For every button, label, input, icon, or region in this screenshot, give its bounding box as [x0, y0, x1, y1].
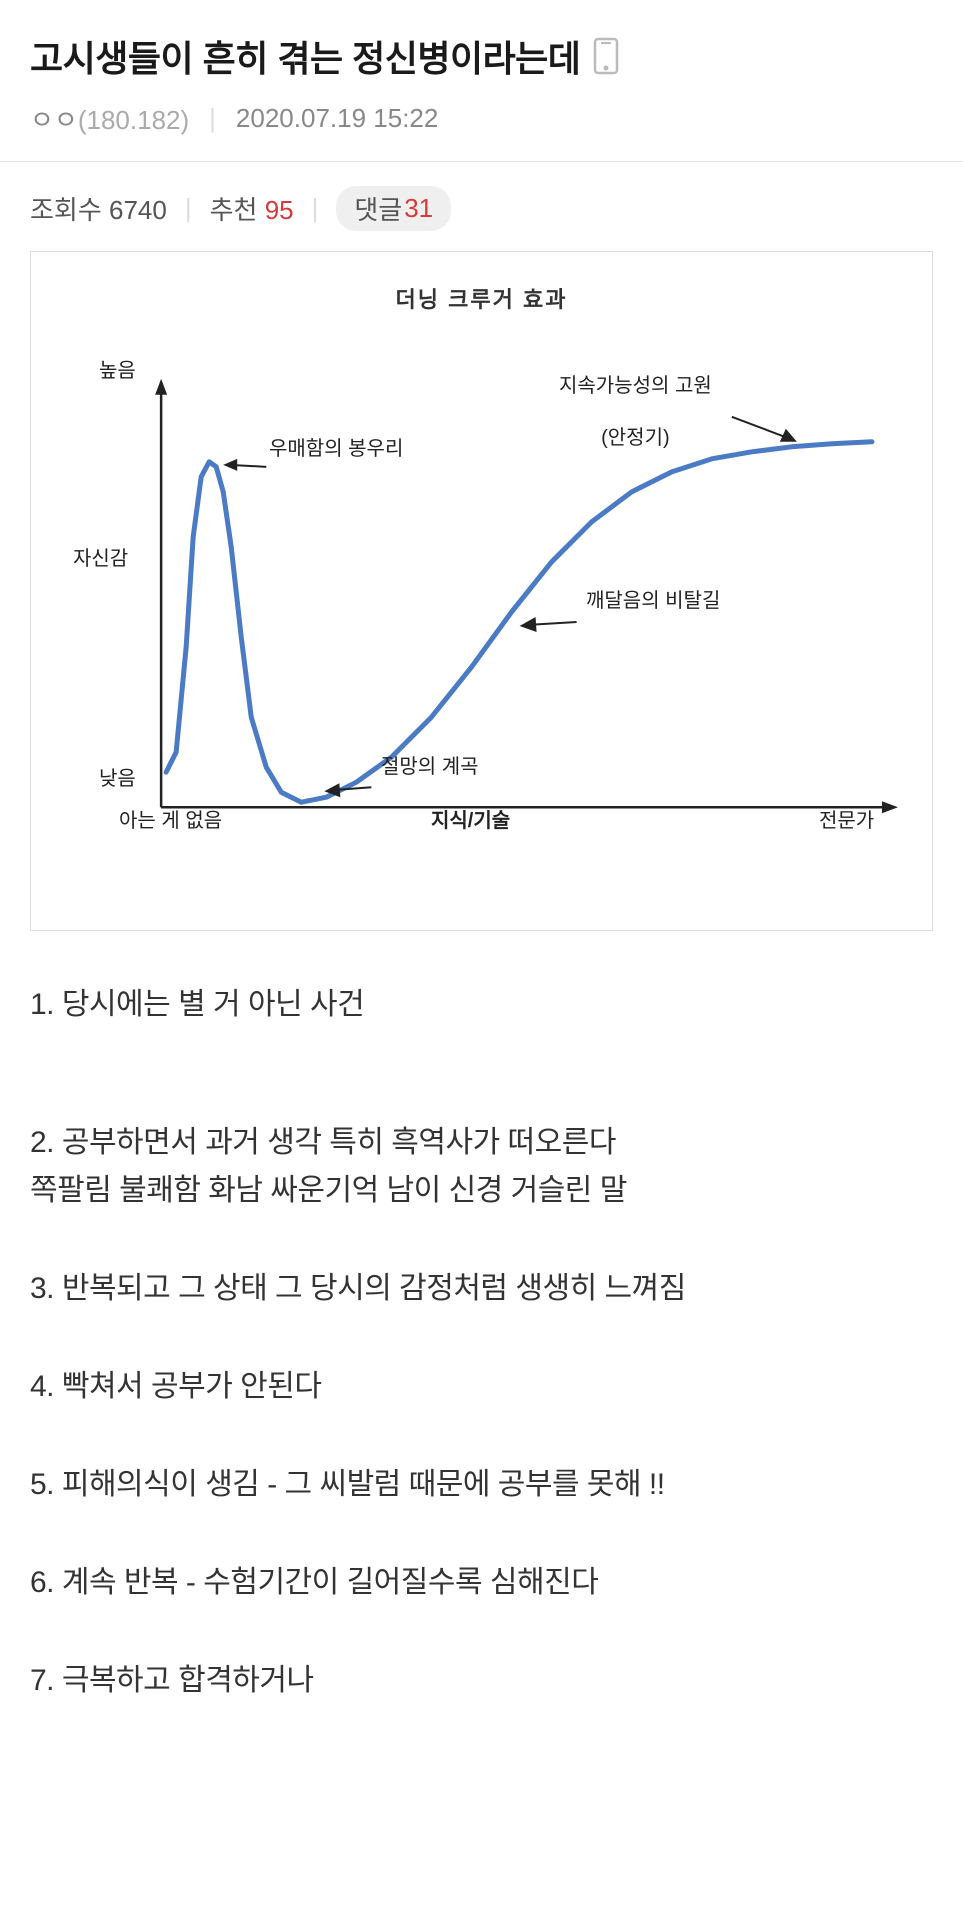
comment-badge[interactable]: 댓글31: [336, 186, 451, 231]
post-header: 고시생들이 흔히 겪는 정신병이라는데 ㅇㅇ(180.182) | 2020.0…: [0, 0, 963, 162]
separator: |: [185, 193, 192, 224]
body-line-6: 6. 계속 반복 - 수험기간이 길어질수록 심해진다: [30, 1559, 933, 1607]
title-row: 고시생들이 흔히 겪는 정신병이라는데: [30, 30, 933, 82]
peak-label: 우매함의 봉우리: [269, 432, 403, 461]
mobile-icon: [592, 37, 620, 75]
separator: |: [312, 193, 319, 224]
y-axis-low: 낮음: [99, 762, 136, 791]
x-axis-start: 아는 게 없음: [119, 804, 222, 833]
post-title: 고시생들이 흔히 겪는 정신병이라는데: [30, 30, 580, 82]
body-line-3: 3. 반복되고 그 상태 그 당시의 감정처럼 생생히 느껴짐: [30, 1265, 933, 1313]
post-body: 1. 당시에는 별 거 아닌 사건 2. 공부하면서 과거 생각 특히 흑역사가…: [0, 981, 963, 1745]
stats-row: 조회수 6740 | 추천 95 | 댓글31: [0, 162, 963, 251]
chart-title: 더닝 크루거 효과: [51, 282, 912, 314]
author-name: ㅇㅇ(180.182): [30, 100, 189, 137]
post-datetime: 2020.07.19 15:22: [236, 103, 438, 134]
x-axis-mid: 지식/기술: [431, 804, 510, 833]
separator: |: [209, 103, 216, 134]
body-line-2a: 2. 공부하면서 과거 생각 특히 흑역사가 떠오른다: [30, 1119, 933, 1167]
plateau-label: 지속가능성의 고원 (안정기): [559, 346, 712, 450]
valley-label: 절망의 계곡: [381, 750, 479, 779]
meta-row: ㅇㅇ(180.182) | 2020.07.19 15:22: [30, 100, 933, 137]
body-line-1: 1. 당시에는 별 거 아닌 사건: [30, 981, 933, 1029]
recommend-stat: 추천 95: [210, 190, 294, 227]
chart-container: 높음 자신감 낮음 아는 게 없음 지식/기술 전문가 우매함의 봉우리 절망의…: [51, 322, 912, 902]
views-stat: 조회수 6740: [30, 190, 167, 227]
body-line-7: 7. 극복하고 합격하거나: [30, 1657, 933, 1705]
slope-label: 깨달음의 비탈길: [586, 584, 720, 613]
y-axis-high: 높음: [99, 354, 136, 383]
y-axis-mid: 자신감: [73, 542, 128, 571]
chart-image: 더닝 크루거 효과 높음 자신감 낮음 아는 게 없: [30, 251, 933, 931]
body-line-5: 5. 피해의식이 생김 - 그 씨발럼 때문에 공부를 못해 !!: [30, 1461, 933, 1509]
x-axis-end: 전문가: [819, 804, 874, 833]
body-line-2b: 쪽팔림 불쾌함 화남 싸운기억 남이 신경 거슬린 말: [30, 1167, 933, 1215]
body-line-4: 4. 빡쳐서 공부가 안된다: [30, 1363, 933, 1411]
